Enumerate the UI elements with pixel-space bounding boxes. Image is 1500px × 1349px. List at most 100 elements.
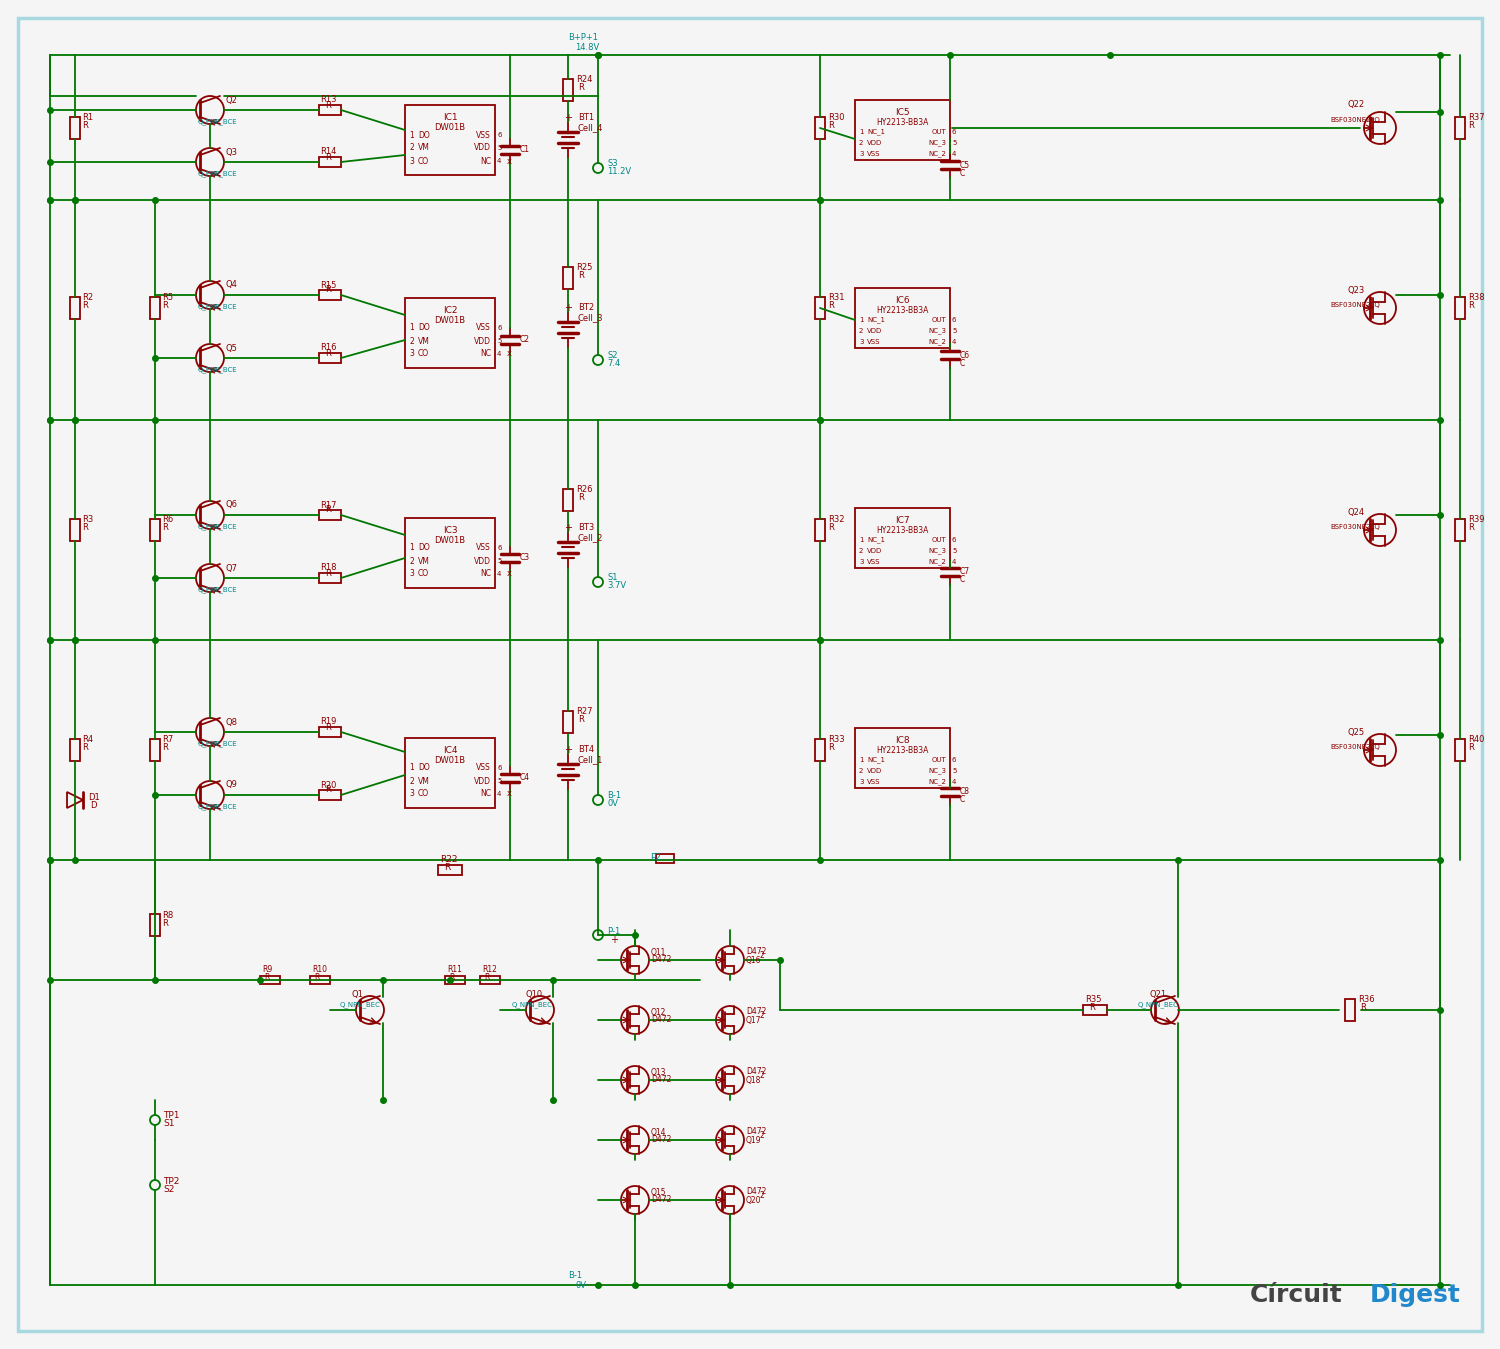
Text: VDD: VDD [867,140,882,146]
Text: R24: R24 [576,76,592,85]
Text: S3: S3 [608,158,618,167]
Text: Q_PNP_BCE: Q_PNP_BCE [198,804,237,811]
Text: Q_PNP_BCE: Q_PNP_BCE [198,367,237,374]
Text: R1: R1 [82,113,93,123]
Text: 6: 6 [496,132,501,138]
Text: R: R [1360,1002,1366,1012]
Bar [150,915,160,936]
Text: D472: D472 [651,1075,672,1085]
Text: 7.4: 7.4 [608,359,621,368]
Text: NC: NC [480,156,490,166]
Text: R30: R30 [828,113,844,123]
Text: 3: 3 [859,558,864,565]
Bar [855,100,950,161]
Bar [1346,1000,1354,1021]
Text: 14.8V: 14.8V [574,43,598,53]
Text: 4: 4 [952,778,957,785]
Text: NC_1: NC_1 [867,128,885,135]
Text: Q25: Q25 [1348,727,1365,737]
Text: C8: C8 [960,788,970,796]
Text: R33: R33 [828,735,844,745]
Text: IC3: IC3 [442,526,458,536]
Text: P-1: P-1 [608,928,621,936]
Text: R: R [578,492,584,502]
Text: 6: 6 [952,130,957,135]
Text: 5: 5 [496,558,501,564]
Text: HY2213-BB3A: HY2213-BB3A [876,526,928,536]
Text: R36: R36 [1358,996,1374,1005]
Bar [562,267,573,289]
Text: R3: R3 [82,515,93,525]
Text: R: R [162,919,168,928]
Text: Q15: Q15 [651,1187,666,1197]
Text: D: D [90,801,96,811]
Text: +: + [564,113,572,123]
Text: Q10: Q10 [525,990,542,1000]
Text: C: C [960,796,966,804]
Text: Q19: Q19 [746,1136,762,1144]
Text: IC8: IC8 [894,737,909,745]
Text: 4: 4 [952,339,957,345]
Text: NC_1: NC_1 [867,317,885,324]
Text: NC_2: NC_2 [928,339,946,345]
Text: R: R [578,271,584,279]
Text: NC_3: NC_3 [928,548,946,554]
Text: 6: 6 [952,537,957,544]
Text: VDD: VDD [867,768,882,774]
Text: B-1: B-1 [568,1271,582,1279]
Text: NC_3: NC_3 [928,328,946,335]
Text: NC_2: NC_2 [928,558,946,565]
Text: 2: 2 [410,143,414,152]
Text: S1: S1 [608,572,618,581]
Text: IC1: IC1 [442,113,458,121]
Text: 2: 2 [410,336,414,345]
Text: Q16: Q16 [746,955,762,965]
Text: 3.7V: 3.7V [608,581,625,591]
Bar [855,509,950,568]
Text: R: R [82,301,88,310]
Bar [815,117,825,139]
Text: R7: R7 [162,735,172,745]
Text: 11.2V: 11.2V [608,167,631,177]
Text: Q5: Q5 [226,344,238,352]
Bar [150,297,160,318]
Text: +: + [564,304,572,313]
Text: 2: 2 [760,1071,765,1079]
Text: VM: VM [419,557,430,565]
Text: Q20: Q20 [746,1195,762,1205]
Text: R: R [326,348,332,357]
Text: Q_PNP_BCE: Q_PNP_BCE [198,523,237,530]
Text: 6: 6 [952,317,957,322]
Text: IC5: IC5 [894,108,909,117]
Text: R: R [82,523,88,533]
Text: NC_3: NC_3 [928,768,946,774]
Text: IC7: IC7 [894,517,909,525]
Text: D472: D472 [746,1187,766,1197]
Text: DW01B: DW01B [435,316,465,325]
Text: R: R [162,743,168,753]
Text: R: R [484,973,489,982]
Text: DO: DO [419,324,429,332]
Text: 2: 2 [760,951,765,959]
Text: 4: 4 [496,351,501,357]
Text: Q18: Q18 [746,1075,762,1085]
Bar [656,854,674,863]
Text: x: x [507,156,512,166]
Text: R2: R2 [82,294,93,302]
Text: 2: 2 [859,768,864,774]
Text: 5: 5 [952,548,957,554]
Bar [562,711,573,733]
Text: R: R [1468,743,1474,753]
Bar [320,105,340,115]
Text: OUT: OUT [932,537,946,544]
Text: OUT: OUT [932,757,946,764]
Text: Q_PNP_BCE: Q_PNP_BCE [198,170,237,177]
Text: R: R [162,523,168,533]
Text: VDD: VDD [867,548,882,554]
Text: Q11: Q11 [651,947,666,956]
Text: 2: 2 [859,328,864,335]
Text: 5: 5 [952,768,957,774]
Text: BSF030NE2LQ: BSF030NE2LQ [1330,302,1380,308]
Text: R: R [578,715,584,724]
Text: BT1: BT1 [578,113,594,123]
